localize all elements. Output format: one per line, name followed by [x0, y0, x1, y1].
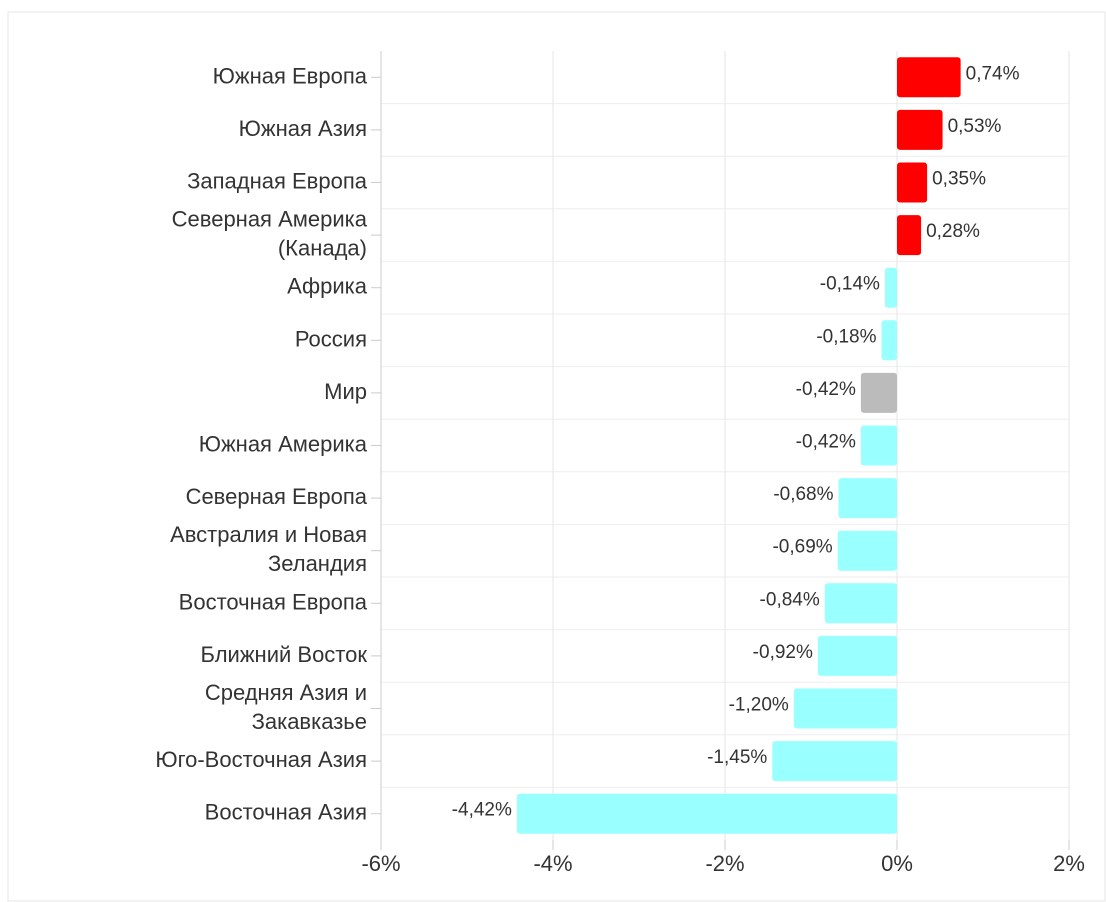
y-tick-label: Юго-Восточная Азия: [155, 747, 367, 772]
data-label: 0,53%: [948, 116, 1002, 137]
data-label: -0,42%: [796, 432, 856, 453]
y-tick-label: Северная Европа: [186, 484, 368, 509]
x-tick-label: 0%: [881, 851, 913, 876]
bar: [824, 583, 897, 624]
data-label: -0,18%: [816, 326, 876, 347]
data-label: -0,69%: [772, 537, 832, 558]
data-label: -0,14%: [820, 274, 880, 295]
bar: [897, 57, 961, 98]
bar: [817, 635, 897, 676]
data-label: -0,84%: [760, 589, 820, 610]
y-tick-label: Южная Америка: [199, 431, 368, 456]
y-tick-label: Средняя Азия и Закавказье: [205, 680, 367, 734]
data-label: -1,20%: [729, 695, 789, 716]
x-tick-label: -2%: [705, 851, 744, 876]
bar: [772, 741, 897, 782]
data-label: -1,45%: [707, 747, 767, 768]
data-label: -0,42%: [796, 379, 856, 400]
y-tick-label: Восточная Азия: [205, 800, 367, 825]
x-tick-label: -6%: [361, 851, 400, 876]
frame: [7, 11, 1106, 902]
bar: [516, 793, 897, 834]
bar: [860, 372, 897, 413]
y-tick-label: Южная Азия: [239, 116, 367, 141]
data-label: -4,42%: [452, 800, 512, 821]
data-label: 0,28%: [926, 221, 980, 242]
y-tick-label: Россия: [295, 326, 367, 351]
bar: [881, 320, 897, 361]
data-label: -0,92%: [753, 642, 813, 663]
bar: [838, 478, 897, 519]
bar: [897, 109, 943, 150]
y-tick-label: Восточная Европа: [179, 589, 368, 614]
bar: [884, 267, 897, 308]
data-label: 0,74%: [966, 63, 1020, 84]
bar: [897, 162, 928, 203]
y-tick-label: Австралия и Новая Зеландия: [170, 522, 367, 576]
x-tick-label: -4%: [533, 851, 572, 876]
y-tick-label: Южная Европа: [213, 63, 368, 88]
x-tick-label: 2%: [1053, 851, 1085, 876]
y-tick-label: Африка: [287, 274, 368, 299]
y-tick-label: Северная Америка (Канада): [172, 206, 368, 260]
bar: [837, 530, 897, 571]
data-label: 0,35%: [932, 169, 986, 190]
bar: [897, 215, 922, 256]
bar: [860, 425, 897, 466]
y-tick-label: Мир: [324, 379, 367, 404]
y-tick-label: Западная Европа: [187, 168, 368, 193]
bar: [793, 688, 897, 729]
y-tick-label: Ближний Восток: [201, 642, 368, 667]
data-label: -0,68%: [773, 484, 833, 505]
